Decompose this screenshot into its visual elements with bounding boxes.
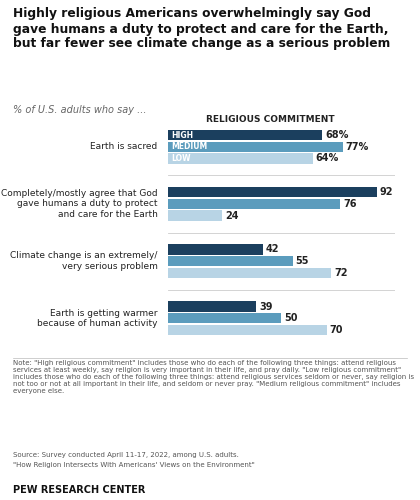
- Text: 55: 55: [295, 256, 309, 266]
- Text: "How Religion Intersects With Americans' Views on the Environment": "How Religion Intersects With Americans'…: [13, 462, 255, 468]
- Text: 77%: 77%: [345, 142, 369, 152]
- Text: 76: 76: [343, 199, 357, 209]
- Text: 64%: 64%: [316, 154, 339, 164]
- Text: Source: Survey conducted April 11-17, 2022, among U.S. adults.: Source: Survey conducted April 11-17, 20…: [13, 452, 239, 458]
- Bar: [168, 302, 257, 312]
- Text: PEW RESEARCH CENTER: PEW RESEARCH CENTER: [13, 485, 145, 495]
- Bar: [168, 130, 322, 140]
- Bar: [168, 187, 377, 198]
- Text: RELIGIOUS COMMITMENT: RELIGIOUS COMMITMENT: [206, 115, 334, 124]
- Bar: [168, 313, 281, 324]
- Text: 50: 50: [284, 314, 298, 324]
- Text: Earth is getting warmer
because of human activity: Earth is getting warmer because of human…: [37, 308, 158, 328]
- Bar: [168, 256, 293, 266]
- Text: Climate change is an extremely/
very serious problem: Climate change is an extremely/ very ser…: [10, 252, 158, 271]
- Text: 39: 39: [259, 302, 273, 312]
- Text: HIGH: HIGH: [171, 130, 194, 140]
- Bar: [168, 199, 340, 209]
- Bar: [168, 154, 313, 164]
- Text: Earth is sacred: Earth is sacred: [90, 142, 158, 151]
- Bar: [168, 210, 223, 221]
- Text: 68%: 68%: [325, 130, 348, 140]
- Text: LOW: LOW: [171, 154, 191, 163]
- Text: 70: 70: [329, 325, 343, 335]
- Bar: [168, 142, 343, 152]
- Bar: [168, 244, 263, 254]
- Text: 92: 92: [379, 187, 393, 197]
- Text: 24: 24: [225, 210, 239, 220]
- Text: Completely/mostly agree that God
gave humans a duty to protect
and care for the : Completely/mostly agree that God gave hu…: [1, 189, 158, 219]
- Text: % of U.S. adults who say ...: % of U.S. adults who say ...: [13, 105, 146, 115]
- Text: Highly religious Americans overwhelmingly say God
gave humans a duty to protect : Highly religious Americans overwhelmingl…: [13, 8, 390, 50]
- Text: Note: "High religious commitment" includes those who do each of the following th: Note: "High religious commitment" includ…: [13, 360, 414, 394]
- Text: MEDIUM: MEDIUM: [171, 142, 207, 151]
- Bar: [168, 268, 331, 278]
- Bar: [168, 325, 327, 335]
- Text: 42: 42: [266, 244, 279, 254]
- Text: 72: 72: [334, 268, 347, 278]
